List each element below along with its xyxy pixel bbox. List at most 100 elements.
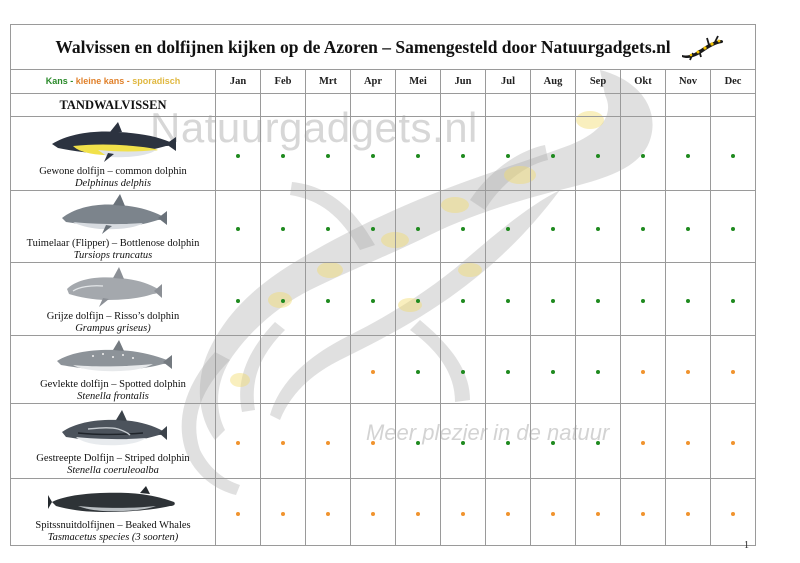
month-cell	[350, 335, 396, 404]
month-cell	[260, 116, 306, 191]
month-cell	[350, 478, 396, 546]
kans-dot	[506, 153, 510, 158]
empty-cell	[215, 93, 261, 117]
species-scientific-name: Stenella frontalis	[77, 391, 149, 402]
empty-cell	[260, 93, 306, 117]
kleine-kans-dot	[371, 512, 375, 516]
kans-dot	[731, 299, 736, 303]
page-number: 1	[744, 540, 749, 551]
species-row: Gevlekte dolfijn – Spotted dolphin Stenel…	[10, 335, 757, 404]
kans-dot	[686, 299, 690, 303]
month-cell	[485, 335, 531, 404]
month-cell	[440, 116, 486, 191]
month-cell	[575, 262, 621, 336]
legend-kans: Kans -	[45, 76, 74, 86]
month-cell	[530, 190, 576, 263]
kans-dot	[641, 226, 645, 231]
month-cell	[709, 190, 757, 263]
kleine-kans-dot	[731, 441, 736, 445]
month-cell	[215, 190, 261, 263]
month-cell	[485, 478, 531, 546]
month-header: Dec	[709, 69, 757, 94]
month-cell	[485, 403, 531, 479]
kans-dot	[506, 369, 510, 374]
month-cell	[575, 335, 621, 404]
kleine-kans-dot	[641, 441, 645, 445]
kleine-kans-dot	[236, 512, 240, 516]
section-label: TANDWALVISSEN	[10, 93, 216, 117]
month-cell	[665, 335, 711, 404]
month-cell	[530, 478, 576, 546]
month-cell	[620, 403, 666, 479]
month-header: Apr	[350, 69, 396, 94]
month-cell	[530, 262, 576, 336]
month-cell	[350, 116, 396, 191]
rissos-dolphin-icon	[67, 266, 162, 307]
species-cell: Spitssnuitdolfijnen – Beaked Whales Tasma…	[10, 478, 216, 546]
species-name: Gevlekte dolfijn – Spotted dolphin	[40, 379, 186, 390]
month-header: Jun	[440, 69, 486, 94]
species-scientific-name: Tursiops truncatus	[73, 250, 153, 261]
kleine-kans-dot	[371, 441, 375, 445]
kleine-kans-dot	[281, 512, 285, 516]
month-cell	[620, 116, 666, 191]
empty-cell	[575, 93, 621, 117]
kleine-kans-dot	[686, 512, 690, 516]
month-cell	[665, 262, 711, 336]
month-cell	[395, 478, 441, 546]
striped-dolphin-icon	[62, 409, 167, 445]
species-cell: Tuimelaar (Flipper) – Bottlenose dolphin…	[10, 190, 216, 263]
kans-dot	[551, 441, 555, 445]
month-cell	[485, 116, 531, 191]
kleine-kans-dot	[641, 512, 645, 516]
month-header: Jan	[215, 69, 261, 94]
month-cell	[575, 116, 621, 191]
month-cell	[709, 262, 757, 336]
kans-dot	[236, 226, 240, 231]
kans-dot	[596, 441, 600, 445]
month-cell	[305, 116, 351, 191]
kleine-kans-dot	[281, 441, 285, 445]
species-row: Spitssnuitdolfijnen – Beaked Whales Tasma…	[10, 478, 757, 546]
month-cell	[575, 403, 621, 479]
kleine-kans-dot	[731, 512, 736, 516]
title-row: Walvissen en dolfijnen kijken op de Azor…	[9, 24, 757, 70]
kans-dot	[281, 153, 285, 158]
month-cell	[395, 335, 441, 404]
species-cell: Gestreepte Dolfijn – Striped dolphin Sten…	[10, 403, 216, 479]
month-cell	[440, 403, 486, 479]
month-cell	[395, 190, 441, 263]
legend-cell: Kans - kleine kans - sporadisch	[10, 69, 216, 94]
month-cell	[305, 403, 351, 479]
month-cell	[215, 335, 261, 404]
kans-dot	[461, 153, 465, 158]
empty-cell	[305, 93, 351, 117]
kleine-kans-dot	[326, 441, 330, 445]
section-row: TANDWALVISSEN	[10, 93, 757, 117]
kleine-kans-dot	[236, 441, 240, 445]
sighting-calendar-table: Walvissen en dolfijnen kijken op de Azor…	[9, 24, 757, 546]
kans-dot	[506, 299, 510, 303]
legend-sporadisch: sporadisch	[132, 76, 181, 86]
month-cell	[665, 190, 711, 263]
kans-dot	[236, 299, 240, 303]
kans-dot	[551, 153, 555, 158]
species-scientific-name: Tasmacetus species (3 soorten)	[47, 531, 179, 543]
month-cell	[305, 478, 351, 546]
kleine-kans-dot	[551, 512, 555, 516]
kans-dot	[461, 369, 465, 374]
empty-cell	[350, 93, 396, 117]
month-cell	[575, 478, 621, 546]
species-scientific-name: Grampus griseus)	[75, 322, 151, 334]
kleine-kans-dot	[686, 369, 690, 374]
kans-dot	[596, 299, 600, 303]
kans-dot	[416, 369, 420, 374]
month-cell	[260, 403, 306, 479]
kans-dot	[686, 226, 690, 231]
kleine-kans-dot	[686, 441, 690, 445]
month-cell	[485, 262, 531, 336]
month-cell	[665, 116, 711, 191]
month-header: Mrt	[305, 69, 351, 94]
kleine-kans-dot	[461, 512, 465, 516]
